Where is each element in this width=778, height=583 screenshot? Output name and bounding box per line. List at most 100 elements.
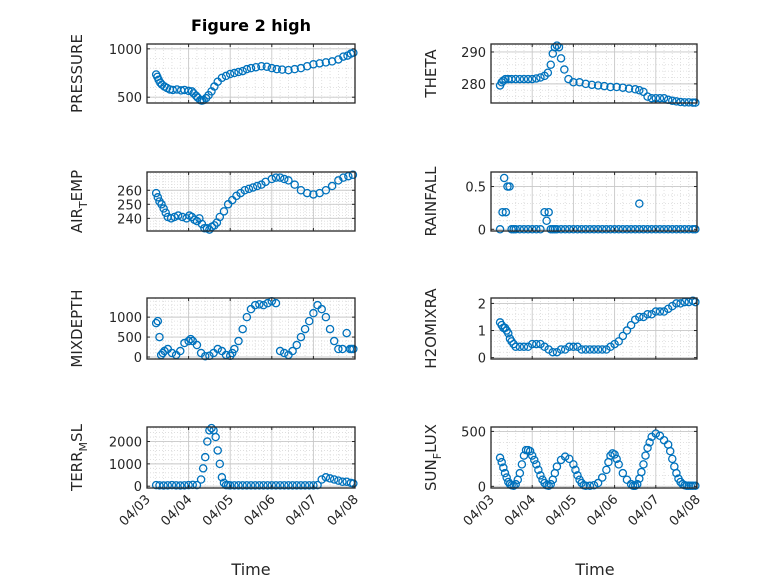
data-point (618, 225, 628, 234)
y-axis-label-part: SL (68, 423, 86, 442)
data-point (211, 432, 220, 442)
data-point (517, 460, 527, 469)
y-tick-label: 500 (461, 425, 486, 440)
x-tick-label: 04/08 (667, 492, 704, 529)
data-point (542, 216, 551, 225)
data-point (507, 74, 516, 84)
data-point (290, 180, 299, 189)
data-point (203, 437, 212, 446)
data-point (519, 342, 529, 352)
data-point (167, 348, 177, 358)
data-point (213, 446, 222, 455)
data-point (246, 63, 256, 73)
data-point (523, 74, 533, 84)
data-point (267, 481, 277, 490)
data-point (499, 463, 508, 472)
data-point (309, 190, 318, 199)
data-point (511, 342, 520, 352)
data-point (184, 86, 193, 96)
x-tick-label: 04/03 (117, 492, 154, 529)
data-point (639, 225, 648, 234)
data-point (499, 173, 509, 183)
y-axis-label: SUNFLUX (422, 424, 444, 491)
data-point (242, 64, 252, 74)
data-point (665, 446, 675, 456)
data-point (635, 225, 644, 234)
y-axis-label: TERRMSL (68, 423, 90, 492)
data-point (614, 460, 623, 469)
data-point (151, 318, 161, 328)
y-tick-label: 280 (461, 78, 486, 93)
data-point (176, 481, 185, 490)
data-series (151, 48, 358, 105)
data-point (602, 225, 611, 234)
axes-box (146, 426, 356, 489)
data-point (527, 74, 537, 84)
data-point (495, 453, 505, 463)
data-point (263, 298, 272, 308)
data-point (272, 64, 282, 74)
data-point (280, 174, 289, 184)
data-point (157, 200, 166, 209)
data-point (597, 473, 607, 482)
data-point (527, 339, 537, 349)
data-point (168, 85, 178, 95)
data-point (647, 225, 656, 234)
data-point (552, 225, 562, 234)
y-tick-label: 500 (117, 91, 142, 106)
data-point (511, 74, 520, 84)
data-point (290, 64, 299, 74)
data-point (304, 481, 314, 490)
data-point (200, 452, 210, 462)
data-point (198, 464, 208, 473)
data-point (519, 451, 529, 460)
data-point (284, 481, 293, 490)
data-point (259, 300, 268, 310)
subplot-pressure: 500 1000 PRESSURE (68, 34, 358, 113)
data-point (532, 225, 541, 234)
data-point (635, 85, 644, 95)
y-tick-label: 2 (478, 297, 486, 312)
data-point (527, 225, 537, 234)
x-tick-label: 04/06 (242, 492, 279, 529)
y-tick-label: 1000 (109, 311, 142, 326)
data-point (217, 73, 227, 83)
data-point (519, 74, 529, 84)
y-axis-label-part: H2OMIXRA (422, 288, 440, 369)
data-point (197, 219, 207, 229)
y-tick-label: 260 (117, 184, 142, 199)
data-point (155, 481, 164, 490)
y-axis-label-part: AIR (68, 208, 86, 233)
data-point (577, 345, 586, 354)
data-point (163, 481, 173, 490)
data-point (544, 481, 553, 491)
axes-box (490, 171, 698, 232)
data-point (643, 92, 652, 101)
data-point (246, 481, 256, 490)
data-point (523, 225, 533, 234)
data-point (153, 316, 163, 326)
y-axis-label-part: LUX (422, 424, 440, 453)
data-point (321, 58, 331, 67)
data-point (230, 344, 239, 354)
data-point (691, 225, 700, 234)
data-point (280, 481, 289, 490)
data-point (300, 481, 310, 490)
data-point (635, 312, 644, 322)
data-point (565, 454, 574, 464)
data-point (170, 212, 179, 222)
axes-box (490, 43, 698, 104)
y-axis-label-subscript: T (77, 201, 90, 209)
data-point (534, 465, 543, 475)
data-point (573, 471, 582, 480)
data-point (637, 467, 646, 477)
x-tick-label: 04/07 (626, 492, 663, 529)
data-point (600, 81, 609, 91)
data-point (315, 59, 324, 68)
plot-area (147, 427, 355, 488)
x-tick-label: 04/05 (543, 492, 580, 529)
data-point (515, 74, 525, 84)
data-point (565, 342, 574, 352)
y-axis-label-part: SUN (422, 459, 440, 491)
